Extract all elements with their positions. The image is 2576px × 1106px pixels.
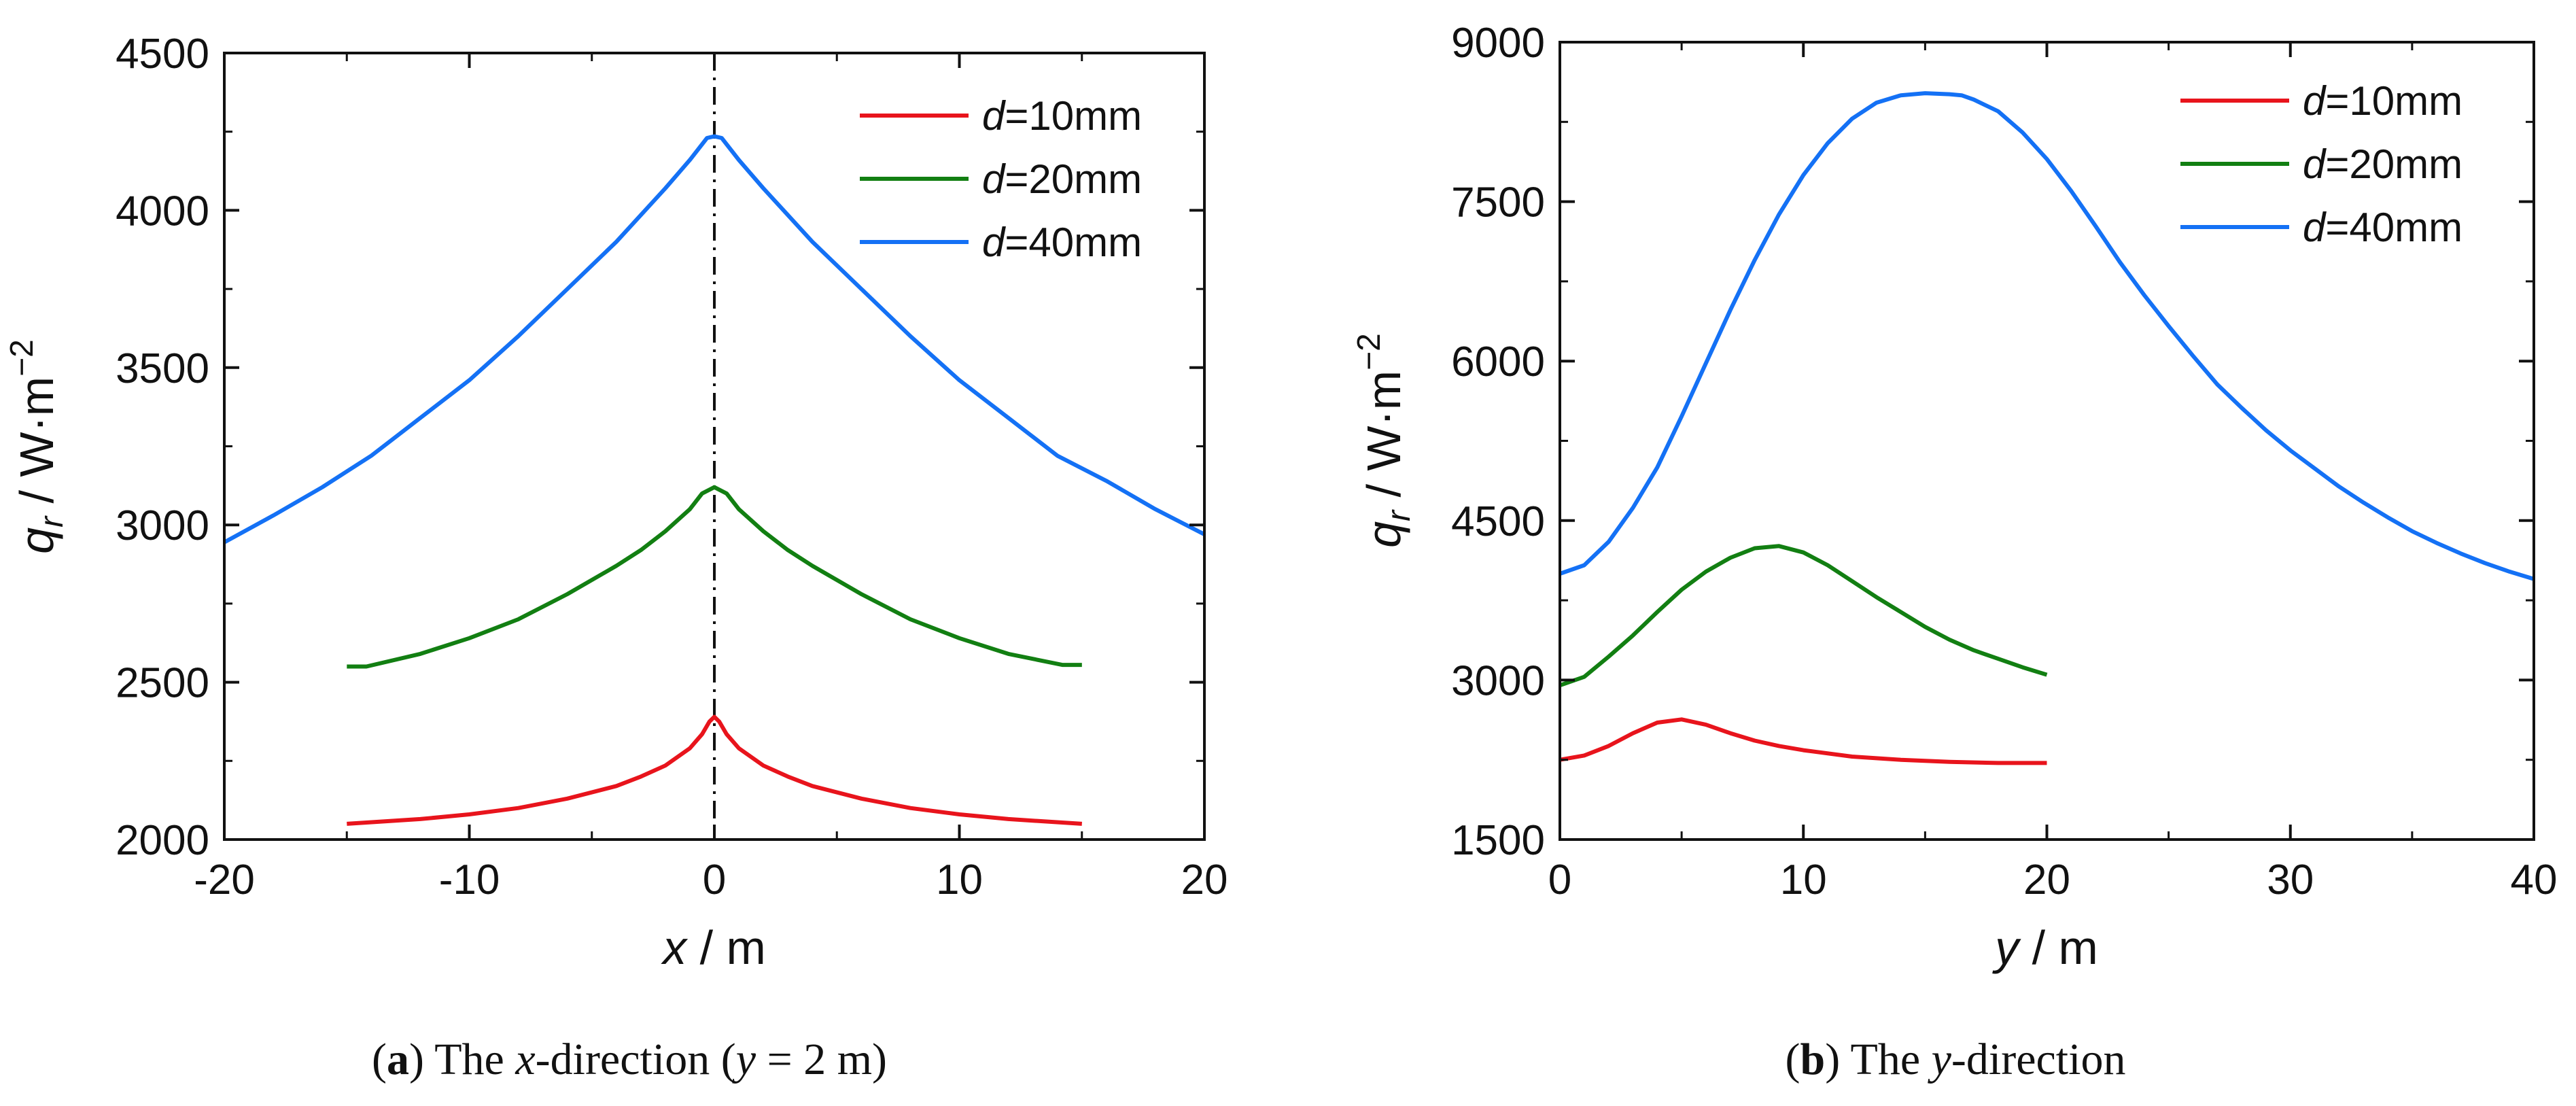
panel-b-series-line-20mm (1559, 544, 2048, 688)
panel-a-y-tick-label: 2000 (116, 817, 209, 864)
panel-b-chart: 0 10 20 30 40 1500 3000 4500 6000 7500 9000 d=10mm… (1351, 20, 2557, 1084)
panel-b-x-tick-label: 40 (2511, 857, 2558, 903)
panel-a-legend-label: d=40mm (982, 220, 1142, 265)
panel-a-x-tick-label: 20 (1181, 857, 1228, 903)
panel-b-x-tick-label: 30 (2267, 857, 2314, 903)
panel-b-caption: (b) The y-direction (1786, 1035, 2126, 1084)
panel-b-legend-label: d=40mm (2303, 205, 2462, 250)
panel-a-series-line-40mm (223, 134, 1206, 545)
panel-b-x-tick-label: 0 (1548, 857, 1571, 903)
panel-a-x-tick-label: 0 (703, 857, 726, 903)
panel-a-x-tick-label: -10 (439, 857, 500, 903)
panel-a-y-tick-label: 3000 (116, 502, 209, 549)
panel-a-y-tick-label: 3500 (116, 345, 209, 392)
panel-b-x-tick-label: 20 (2023, 857, 2070, 903)
panel-a-y-tick-label: 2500 (116, 660, 209, 707)
panel-a-series-line-20mm (347, 485, 1082, 669)
panel-a-chart: -20 -10 0 10 20 2000 2500 3000 3500 4000 4500 d=10… (4, 31, 1228, 1084)
panel-a-caption: (a) The x-direction (y = 2 m) (372, 1035, 887, 1084)
panel-b-x-tick-label: 10 (1780, 857, 1827, 903)
panel-b-series-line-10mm (1559, 717, 2047, 765)
panel-b-y-tick-label: 6000 (1451, 339, 1545, 385)
panel-b-legend-label: d=20mm (2303, 141, 2462, 187)
panel-a-legend-label: d=10mm (982, 93, 1142, 139)
panel-b-y-tick-label: 3000 (1451, 657, 1545, 704)
panel-b-series-line-40mm (1559, 91, 2535, 581)
panel-a-x-tick-label: 10 (936, 857, 983, 903)
panel-a-series-line-10mm (347, 714, 1082, 826)
panel-a-x-axis-title: x / m (661, 921, 766, 974)
panel-b-x-axis-title: y / m (1992, 921, 2098, 974)
panel-b-y-axis-title: qr / W·m−2 (1351, 333, 1417, 548)
panel-a-y-axis-title: qr / W·m−2 (4, 339, 70, 554)
panel-a-legend-label: d=20mm (982, 156, 1142, 202)
panel-b-y-tick-label: 7500 (1451, 179, 1545, 226)
panel-a-y-tick-label: 4500 (116, 31, 209, 77)
panel-b-legend-label: d=10mm (2303, 78, 2462, 124)
panel-a-y-tick-label: 4000 (116, 188, 209, 235)
panel-a-x-tick-label: -20 (194, 857, 255, 903)
panel-b-y-tick-label: 1500 (1451, 817, 1545, 864)
panel-b-y-tick-label: 9000 (1451, 20, 1545, 67)
panel-b-y-tick-label: 4500 (1451, 498, 1545, 545)
